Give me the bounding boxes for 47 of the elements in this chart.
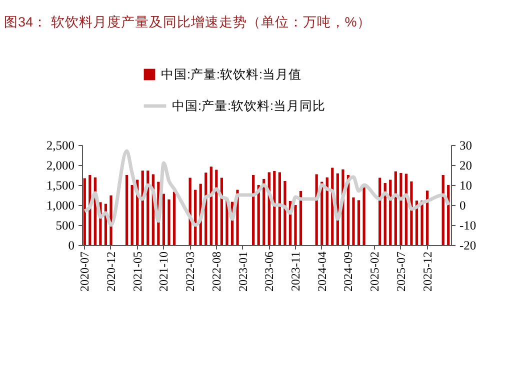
y2-tick-label: -20 [460,238,476,252]
bar [400,173,402,245]
bar [394,171,397,245]
bar [278,172,281,245]
bar [294,205,297,245]
legend-label: 中国:产量:软饮料:当月同比 [172,99,326,113]
y-tick-label: 1,000 [46,198,74,212]
bar [410,181,413,245]
y2-tick-label: 10 [460,178,472,192]
x-tick-label: 2025-07 [394,252,408,292]
x-tick-label: 2024-09 [341,252,356,292]
bar [362,187,366,245]
x-tick-label: 2022-08 [209,252,224,292]
x-tick-label: 2020-07 [78,252,92,292]
bar [252,175,255,245]
y-tick-label: 1,500 [46,178,74,192]
bar [130,185,134,245]
bar [172,192,176,245]
x-tick-label: 2021-10 [156,252,171,292]
y2-tick-label: 20 [460,158,472,172]
chart-title: 图34： 软饮料月度产量及同比增速走势（单位：万吨，%） [4,14,371,30]
bar [357,200,360,245]
bar [352,197,355,245]
x-tick-label: 2024-04 [314,252,329,292]
y2-tick-label: 0 [460,198,466,212]
x-tick-label: 2023-11 [288,252,302,292]
bar [168,199,170,245]
line-series [82,149,450,227]
x-tick-label: 2023-06 [262,252,276,292]
y2-tick-label: 30 [460,138,472,152]
y2-tick-label: -10 [460,218,476,232]
x-tick-label: 2020-12 [104,252,118,292]
y-tick-label: 500 [56,218,74,232]
bar [83,178,86,245]
bar [162,194,166,245]
x-tick-label: 2025-02 [368,252,382,292]
bar [284,181,286,245]
y-tick-label: 2,000 [46,158,74,172]
x-tick-label: 2023-01 [236,252,250,292]
x-tick-label: 2022-03 [183,252,198,292]
legend-label: 中国:产量:软饮料:当月值 [161,68,302,82]
bar [125,175,128,245]
x-tick-label: 2021-05 [130,252,144,292]
x-tick-label: 2025-12 [420,252,434,292]
bar [420,200,424,245]
y-tick-label: 0 [68,238,74,252]
y-tick-label: 2,500 [46,138,74,152]
